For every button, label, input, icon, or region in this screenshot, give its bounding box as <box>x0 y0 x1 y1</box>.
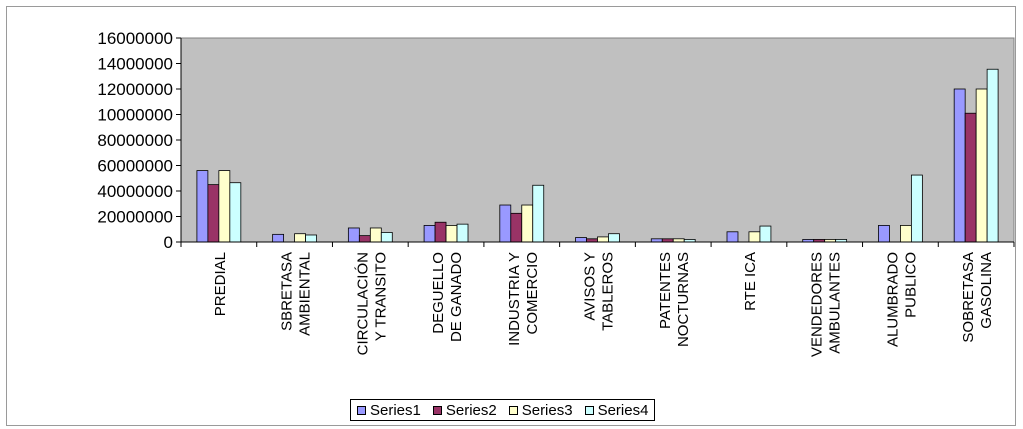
bar-series4 <box>229 182 242 243</box>
bar-series3 <box>748 231 761 243</box>
x-category-label: COMERCIO <box>524 252 541 335</box>
bar-series3 <box>975 88 988 243</box>
bar-series1 <box>953 88 966 243</box>
x-category-label: PUBLICO <box>902 252 919 318</box>
plot-area <box>180 37 1015 243</box>
bar-series4 <box>910 174 923 243</box>
legend-label: Series4 <box>597 401 649 419</box>
x-category-label: SOBRETASA <box>960 252 977 343</box>
y-tick-label: 20000000 <box>97 208 173 227</box>
x-category-label: ALUMBRADO <box>884 252 901 347</box>
bar-series4 <box>532 184 545 243</box>
legend-item: Series4 <box>584 401 649 419</box>
bar-series1 <box>423 225 436 243</box>
x-category-label: INDUSTRIA Y <box>506 252 523 346</box>
bar-series4 <box>986 68 999 243</box>
bar-series1 <box>878 225 890 243</box>
x-category-label: PREDIAL <box>212 252 229 316</box>
x-category-label: TABLEROS <box>600 252 617 331</box>
legend-label: Series1 <box>370 401 421 419</box>
bar-series1 <box>499 204 512 243</box>
x-category-label: VENDEDORES <box>809 252 826 357</box>
bar-series3 <box>218 170 231 243</box>
bar-series2 <box>207 184 220 243</box>
legend-swatch <box>432 405 442 415</box>
x-category-label: PATENTES <box>657 252 674 329</box>
bar-series1 <box>726 231 739 243</box>
legend-label: Series3 <box>521 401 573 419</box>
legend-item: Series3 <box>508 401 573 419</box>
x-category-label: AMBULANTES <box>827 252 844 354</box>
legend: Series1 Series2 Series3 Series4 <box>350 399 656 421</box>
bar-series4 <box>759 225 772 243</box>
y-tick-label: 40000000 <box>97 182 173 201</box>
legend-label: Series2 <box>445 401 497 419</box>
y-tick-label: 60000000 <box>97 157 173 176</box>
y-tick-label: 12000000 <box>97 80 173 99</box>
bar-series4 <box>305 234 317 243</box>
bar-series1 <box>196 170 209 243</box>
y-tick-label: 0 <box>164 233 173 252</box>
bar-series1 <box>272 233 285 243</box>
y-tick-label: 80000000 <box>97 131 173 150</box>
bar-series3 <box>900 225 912 243</box>
bar-series2 <box>510 212 523 243</box>
y-tick-label: 10000000 <box>97 106 173 125</box>
x-category-label: DE GANADO <box>448 252 465 342</box>
x-category-label: NOCTURNAS <box>675 252 692 347</box>
bar-series1 <box>575 237 587 243</box>
bar-series3 <box>445 225 458 243</box>
bar-series3 <box>369 227 382 243</box>
bar-series3 <box>294 233 306 243</box>
bar-series2 <box>358 235 371 243</box>
bar-series4 <box>380 232 393 243</box>
x-category-label: GASOLINA <box>978 252 995 329</box>
x-category-label: DEGUELLO <box>430 252 447 334</box>
y-tick-label: 16000000 <box>97 29 173 48</box>
bar-series4 <box>456 223 469 243</box>
bar-series3 <box>597 236 609 243</box>
bar-series2 <box>434 221 447 243</box>
bar-series2 <box>964 112 977 243</box>
x-category-label: CIRCULACIÓN <box>354 252 371 355</box>
bar-series4 <box>608 233 620 243</box>
y-tick-label: 14000000 <box>97 55 173 74</box>
x-category-label: AVISOS Y <box>582 252 599 321</box>
x-category-label: AMBIENTAL <box>297 252 314 336</box>
x-category-label: Y TRANSITO <box>372 252 389 341</box>
x-category-label: RTE ICA <box>742 252 759 311</box>
legend-swatch <box>357 405 366 415</box>
bar-series3 <box>521 204 534 243</box>
legend-swatch <box>584 405 594 415</box>
legend-item: Series1 <box>357 402 421 419</box>
x-category-label: SBRETASA <box>279 252 296 331</box>
legend-item: Series2 <box>432 401 497 419</box>
bar-series1 <box>347 227 360 243</box>
legend-swatch <box>508 405 518 415</box>
